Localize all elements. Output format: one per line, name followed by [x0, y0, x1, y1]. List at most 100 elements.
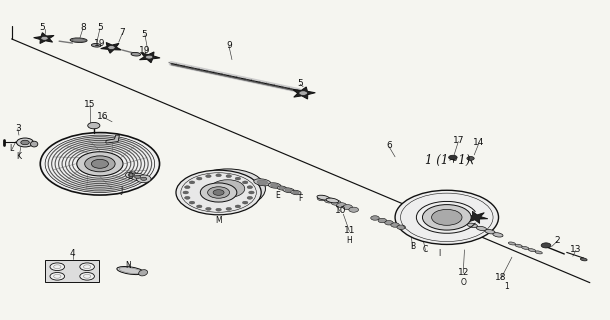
- Text: 13: 13: [570, 245, 581, 254]
- Circle shape: [137, 175, 151, 183]
- Circle shape: [242, 201, 248, 204]
- Ellipse shape: [528, 249, 536, 252]
- Ellipse shape: [515, 244, 522, 247]
- Ellipse shape: [138, 270, 148, 276]
- Circle shape: [213, 190, 224, 196]
- Circle shape: [207, 187, 229, 198]
- Text: F: F: [298, 194, 303, 204]
- Circle shape: [467, 156, 474, 160]
- Circle shape: [391, 223, 400, 227]
- Text: 4: 4: [70, 249, 75, 258]
- Circle shape: [41, 36, 48, 40]
- Circle shape: [126, 172, 138, 178]
- Ellipse shape: [92, 44, 101, 47]
- Circle shape: [135, 175, 141, 179]
- Ellipse shape: [535, 251, 542, 254]
- Circle shape: [235, 205, 240, 208]
- Ellipse shape: [70, 38, 87, 43]
- Ellipse shape: [117, 267, 144, 275]
- Text: 2: 2: [554, 236, 561, 245]
- Circle shape: [423, 204, 471, 230]
- Circle shape: [216, 174, 221, 177]
- Text: C: C: [423, 245, 428, 254]
- Text: I: I: [438, 250, 440, 259]
- Text: 1 (1~1): 1 (1~1): [425, 154, 471, 166]
- Ellipse shape: [285, 188, 292, 192]
- Circle shape: [349, 207, 359, 212]
- Circle shape: [206, 207, 211, 210]
- Circle shape: [448, 155, 457, 160]
- Circle shape: [541, 243, 551, 248]
- Circle shape: [299, 91, 307, 95]
- Ellipse shape: [476, 226, 487, 231]
- Circle shape: [185, 186, 190, 188]
- Circle shape: [183, 191, 188, 194]
- Ellipse shape: [257, 180, 268, 185]
- Text: 15: 15: [84, 100, 96, 109]
- Ellipse shape: [290, 190, 301, 195]
- Circle shape: [176, 170, 261, 215]
- Circle shape: [249, 191, 254, 194]
- Circle shape: [331, 200, 341, 205]
- Circle shape: [185, 196, 190, 199]
- Ellipse shape: [508, 242, 515, 245]
- Polygon shape: [45, 260, 99, 282]
- Circle shape: [247, 196, 253, 199]
- Text: 17: 17: [453, 136, 464, 145]
- Text: 5: 5: [39, 23, 45, 32]
- Text: L: L: [10, 144, 14, 153]
- Ellipse shape: [580, 258, 587, 261]
- Circle shape: [432, 209, 462, 225]
- Text: O: O: [461, 278, 466, 287]
- Text: 9: 9: [226, 41, 232, 50]
- Ellipse shape: [277, 186, 287, 190]
- Text: D: D: [127, 172, 132, 181]
- Text: 5: 5: [97, 23, 102, 32]
- Circle shape: [80, 263, 95, 270]
- Text: J: J: [120, 186, 123, 195]
- Text: 16: 16: [96, 112, 108, 121]
- Circle shape: [129, 173, 135, 177]
- Circle shape: [343, 204, 353, 210]
- Circle shape: [196, 205, 202, 208]
- Ellipse shape: [317, 195, 329, 200]
- Ellipse shape: [131, 52, 141, 56]
- Circle shape: [216, 208, 221, 211]
- Circle shape: [88, 123, 100, 129]
- Circle shape: [40, 132, 160, 195]
- Ellipse shape: [271, 184, 279, 187]
- Text: 7: 7: [120, 28, 125, 37]
- Circle shape: [395, 190, 498, 244]
- Text: B: B: [410, 242, 415, 251]
- Circle shape: [206, 175, 211, 178]
- Text: 11: 11: [343, 226, 355, 235]
- Polygon shape: [293, 87, 315, 99]
- Circle shape: [397, 225, 406, 229]
- Text: M: M: [215, 216, 222, 225]
- Circle shape: [378, 218, 387, 223]
- Circle shape: [189, 181, 195, 184]
- Text: 18: 18: [495, 273, 507, 282]
- Circle shape: [371, 216, 379, 220]
- Ellipse shape: [326, 198, 339, 203]
- Text: 19: 19: [94, 39, 106, 48]
- Ellipse shape: [493, 233, 503, 237]
- Polygon shape: [106, 135, 120, 143]
- Text: K: K: [16, 152, 21, 161]
- Ellipse shape: [254, 179, 271, 186]
- Circle shape: [92, 159, 109, 168]
- Circle shape: [226, 175, 231, 178]
- Circle shape: [77, 152, 123, 176]
- Circle shape: [146, 55, 153, 59]
- Text: 14: 14: [473, 138, 485, 147]
- Circle shape: [242, 181, 248, 184]
- Circle shape: [108, 46, 115, 50]
- Circle shape: [16, 138, 34, 147]
- Circle shape: [80, 272, 95, 280]
- Circle shape: [141, 177, 147, 180]
- Text: 8: 8: [80, 23, 86, 32]
- Ellipse shape: [283, 188, 295, 193]
- Text: 1: 1: [504, 282, 509, 291]
- Circle shape: [317, 196, 327, 201]
- Ellipse shape: [522, 246, 529, 250]
